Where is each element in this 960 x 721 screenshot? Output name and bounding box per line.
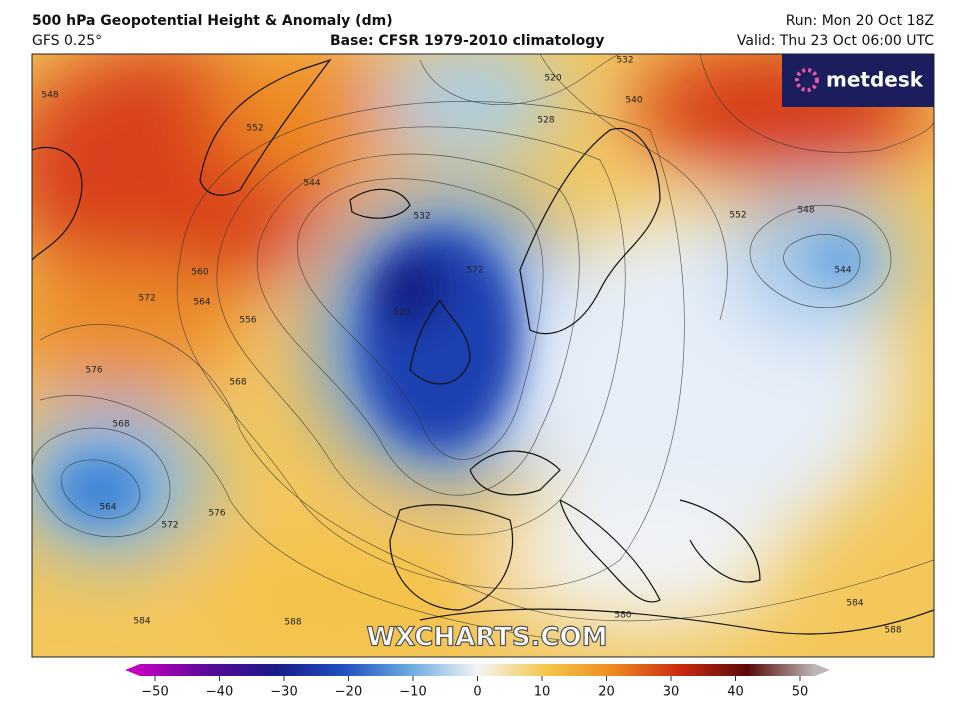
valid: Valid: Thu 23 Oct 06:00 UTC <box>737 33 934 49</box>
colorbar-tick-label: −40 <box>206 685 233 700</box>
logo-text: metdesk <box>826 68 924 92</box>
contour-label: 568 <box>229 378 246 388</box>
map-frame <box>31 53 935 658</box>
contour-label: 556 <box>239 316 256 326</box>
contour-label: 572 <box>466 266 483 276</box>
colorbar-tick-label: 30 <box>663 685 680 700</box>
model: GFS 0.25° <box>32 33 102 49</box>
contour-label: 584 <box>846 599 863 609</box>
title: 500 hPa Geopotential Height & Anomaly (d… <box>32 13 393 29</box>
contour-label: 520 <box>544 74 561 84</box>
contour-label: 532 <box>413 212 430 222</box>
contour-label: 580 <box>614 611 631 621</box>
contour-label: 588 <box>884 626 901 636</box>
run: Run: Mon 20 Oct 18Z <box>786 13 934 29</box>
logo: metdesk <box>782 54 934 107</box>
coastlines <box>32 58 934 635</box>
base: Base: CFSR 1979-2010 climatology <box>330 33 604 49</box>
colorbar-tick-label: −10 <box>399 685 426 700</box>
contour-label: 532 <box>616 56 633 66</box>
contour-label: 560 <box>191 268 208 278</box>
colorbar-tick-label: 0 <box>473 685 481 700</box>
contour-label: 568 <box>112 420 129 430</box>
colorbar-tick-label: 40 <box>727 685 744 700</box>
contour-label: 584 <box>133 617 150 627</box>
map-field: 548 552 544 532 520 528 532 540 552 548 544 560 564 5… <box>32 54 934 657</box>
contour-label: 576 <box>85 366 102 376</box>
contour-label: 544 <box>834 266 851 276</box>
colorbar-tick-label: −50 <box>141 685 168 700</box>
contour-label: 552 <box>729 211 746 221</box>
contour-label: 564 <box>99 503 116 513</box>
contour-label: 548 <box>41 91 58 101</box>
colorbar: −50 −40 −30 −20 −10 0 10 20 30 40 50 <box>125 664 830 700</box>
colorbar-tick-label: 10 <box>534 685 551 700</box>
colorbar-tick-label: 50 <box>792 685 809 700</box>
colorbar-tick-label: 20 <box>598 685 615 700</box>
contours <box>32 54 934 641</box>
contour-label: 528 <box>537 116 554 126</box>
contour-label: 572 <box>161 521 178 531</box>
watermark: WXCHARTS.COM <box>366 623 607 653</box>
contour-label: 588 <box>284 618 301 628</box>
contour-label: 540 <box>625 96 642 106</box>
contour-label: 572 <box>138 294 155 304</box>
contour-label: 552 <box>246 124 263 134</box>
contour-label: 548 <box>797 206 814 216</box>
colorbar-tick-label: −30 <box>270 685 297 700</box>
contour-label: 564 <box>193 298 210 308</box>
contour-label: 576 <box>208 509 225 519</box>
contour-label: 544 <box>303 179 320 189</box>
colorbar-tick-label: −20 <box>335 685 362 700</box>
contour-label: 520 <box>393 308 410 318</box>
